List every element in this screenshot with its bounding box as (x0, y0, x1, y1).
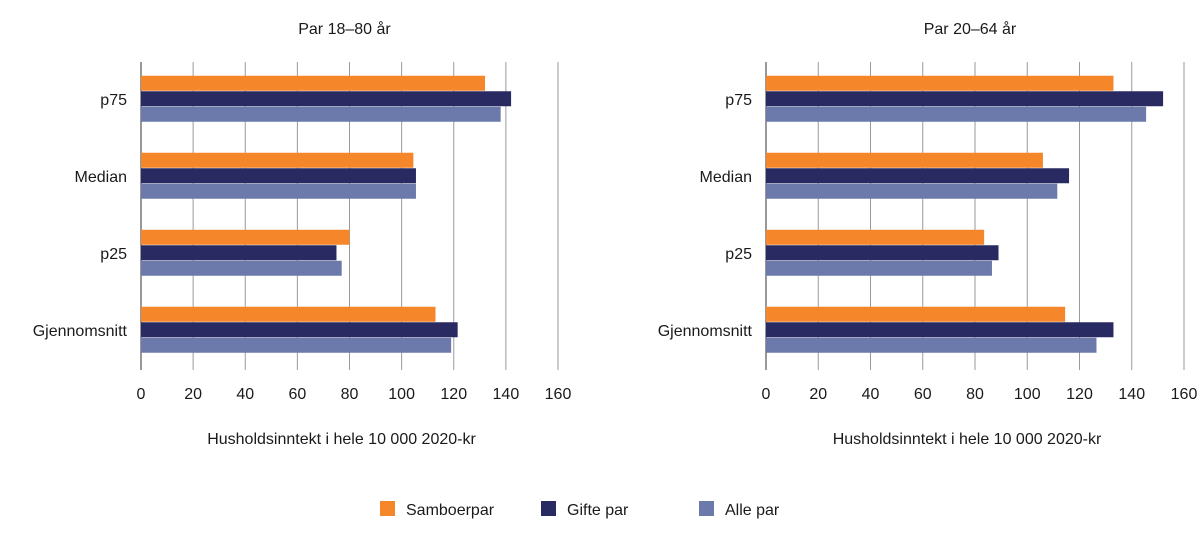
x-tick-label: 80 (966, 386, 984, 403)
bar-gifte-par (141, 168, 416, 184)
chart-panels: Par 18–80 år 0 20 40 60 80 100 120 140 160 p75 Medi… (33, 20, 1198, 448)
x-axis-label: Husholdsinntekt i hele 10 000 2020-kr (833, 431, 1102, 448)
bar-samboerpar (766, 229, 985, 245)
bar-gifte-par (766, 91, 1164, 107)
x-tick-label: 160 (1171, 386, 1198, 403)
legend-swatch (380, 501, 395, 516)
bar-alle-par (766, 337, 1097, 353)
legend-label: Samboerpar (406, 502, 495, 519)
y-tick-label: Median (75, 169, 127, 186)
bar-samboerpar (766, 306, 1066, 322)
x-tick-label: 0 (137, 386, 146, 403)
x-tick-label: 120 (440, 386, 467, 403)
bar-samboerpar (141, 152, 414, 168)
chart-title: Par 18–80 år (298, 20, 391, 38)
bar-alle-par (766, 106, 1147, 122)
bar-alle-par (766, 183, 1058, 199)
x-tick-label: 100 (388, 386, 415, 403)
y-tick-label: Gjennomsnitt (658, 323, 753, 340)
bar-gifte-par (141, 91, 512, 107)
x-tick-label: 100 (1014, 386, 1041, 403)
y-tick-label: Median (700, 169, 752, 186)
bar-samboerpar (141, 75, 486, 91)
bar-samboerpar (766, 152, 1043, 168)
x-tick-label: 0 (762, 386, 771, 403)
bar-alle-par (141, 183, 416, 199)
bar-alle-par (141, 106, 501, 122)
x-tick-label: 40 (236, 386, 254, 403)
bar-gifte-par (766, 245, 999, 261)
bar-gifte-par (141, 322, 458, 338)
x-tick-label: 20 (184, 386, 202, 403)
bar-alle-par (141, 337, 452, 353)
legend-label: Alle par (725, 502, 780, 519)
x-tick-label: 160 (545, 386, 572, 403)
x-tick-label: 60 (288, 386, 306, 403)
chart-panel-1: Par 18–80 år 0 20 40 60 80 100 120 140 160 p75 Medi… (33, 20, 572, 448)
legend-swatch (541, 501, 556, 516)
y-tick-label: p75 (100, 92, 127, 109)
bar-alle-par (141, 260, 342, 276)
x-tick-label: 140 (493, 386, 520, 403)
y-tick-label: p25 (725, 246, 752, 263)
legend-swatch (699, 501, 714, 516)
y-tick-label: p25 (100, 246, 127, 263)
bar-alle-par (766, 260, 992, 276)
chart-title: Par 20–64 år (924, 20, 1017, 38)
x-axis-label: Husholdsinntekt i hele 10 000 2020-kr (207, 431, 476, 448)
legend: Samboerpar Gifte par Alle par (380, 501, 780, 519)
bar-samboerpar (141, 229, 350, 245)
chart-panel-2: Par 20–64 år 0 20 40 60 80 100 120 140 160 p75 Medi… (658, 20, 1198, 448)
x-tick-label: 140 (1118, 386, 1145, 403)
bar-samboerpar (766, 75, 1114, 91)
legend-label: Gifte par (567, 502, 629, 519)
x-tick-label: 120 (1066, 386, 1093, 403)
bar-gifte-par (766, 168, 1070, 184)
bar-gifte-par (766, 322, 1114, 338)
x-tick-label: 80 (341, 386, 359, 403)
x-tick-label: 40 (862, 386, 880, 403)
x-tick-label: 60 (914, 386, 932, 403)
bar-gifte-par (141, 245, 337, 261)
x-tick-label: 20 (809, 386, 827, 403)
bar-samboerpar (141, 306, 436, 322)
y-tick-label: Gjennomsnitt (33, 323, 128, 340)
y-tick-label: p75 (725, 92, 752, 109)
